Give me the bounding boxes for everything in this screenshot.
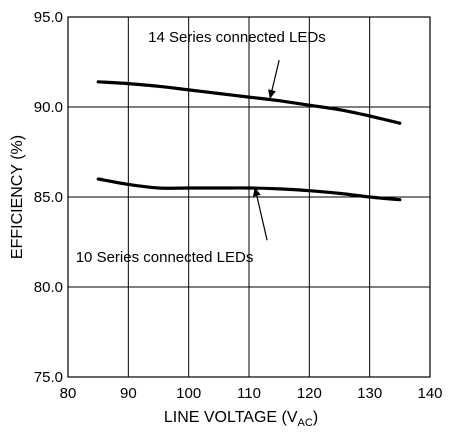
y-tick-label: 80.0: [34, 279, 63, 296]
x-tick-label: 130: [357, 385, 382, 402]
series-annotation-label-1: 14 Series connected LEDs: [148, 29, 326, 46]
annotation-arrow-1: [268, 60, 280, 99]
series-line-1: [96, 80, 402, 125]
plot-frame: [67, 16, 431, 378]
x-axis-title-close: ): [313, 409, 318, 426]
annotations: 14 Series connected LEDs 10 Series connec…: [76, 29, 326, 266]
series-annotation-label-2: 10 Series connected LEDs: [76, 249, 254, 266]
tick-labels: 80 90 100 110 120 130 140 75.0 80.0 85.0 90.0 95.0: [34, 9, 443, 402]
y-axis-title: EFFICIENCY (%): [9, 135, 26, 259]
annotation-arrow-2: [252, 187, 268, 241]
x-axis-title: LINE VOLTAGE (VAC): [164, 409, 318, 429]
x-tick-label: 110: [237, 385, 261, 402]
x-tick-label: 100: [176, 385, 201, 402]
x-tick-label: 140: [417, 385, 442, 402]
x-axis-title-subscript: AC: [298, 417, 313, 429]
y-tick-label: 85.0: [34, 189, 63, 206]
x-axis-title-main: LINE VOLTAGE (V: [164, 409, 298, 426]
x-tick-label: 90: [120, 385, 137, 402]
series-line-2: [96, 177, 402, 202]
y-tick-label: 95.0: [34, 9, 63, 26]
y-tick-label: 90.0: [34, 99, 63, 116]
y-tick-label: 75.0: [34, 369, 63, 386]
x-tick-label: 120: [297, 385, 322, 402]
x-tick-label: 80: [60, 385, 77, 402]
series-layer: [96, 80, 402, 202]
